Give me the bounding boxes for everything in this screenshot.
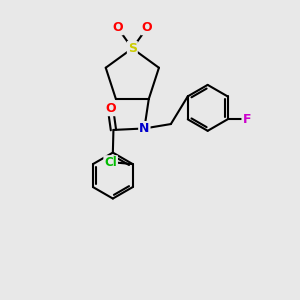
Text: O: O bbox=[105, 102, 116, 115]
Text: N: N bbox=[139, 122, 149, 135]
Text: O: O bbox=[112, 21, 123, 34]
Text: O: O bbox=[142, 21, 152, 34]
Text: S: S bbox=[128, 42, 137, 55]
Text: F: F bbox=[242, 113, 251, 126]
Text: Cl: Cl bbox=[104, 156, 117, 169]
